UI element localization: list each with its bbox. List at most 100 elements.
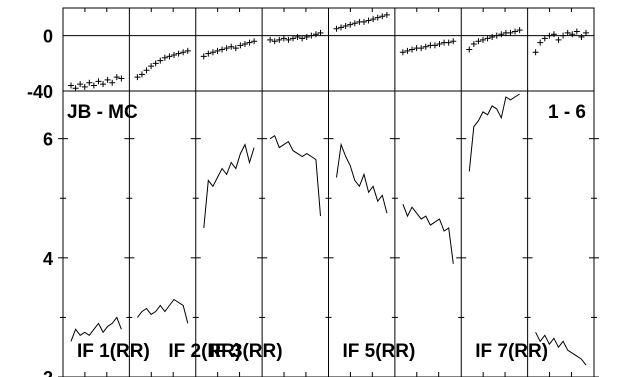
phase-point — [537, 39, 544, 46]
phase-point — [507, 29, 514, 36]
phase-point — [578, 34, 585, 41]
phase-point — [569, 31, 576, 38]
phase-point — [271, 38, 278, 45]
phase-point — [95, 78, 102, 85]
phase-point — [541, 35, 548, 42]
amplitude-line — [203, 143, 255, 229]
amplitude-frame — [62, 90, 595, 377]
amplitude-line — [468, 93, 520, 172]
phase-point — [399, 49, 406, 56]
phase-point — [134, 74, 141, 81]
phase-point — [290, 35, 297, 42]
subband-label: IF 5(RR) — [343, 341, 416, 362]
phase-point — [303, 34, 310, 41]
phase-point — [214, 47, 221, 54]
phase-point — [251, 38, 258, 45]
phase-point — [171, 52, 178, 59]
phase-point — [294, 34, 301, 41]
subband-label: IF 1(RR) — [77, 341, 150, 362]
amplitude-tick-label: 2 — [43, 368, 53, 377]
phase-point — [200, 53, 207, 60]
phase-point — [237, 42, 244, 49]
phase-point — [241, 40, 248, 47]
phase-point — [180, 49, 187, 56]
phase-point — [166, 53, 173, 60]
phase-point — [152, 60, 159, 67]
phase-point — [100, 81, 107, 88]
phase-point — [175, 50, 182, 57]
phase-tick-label: 0 — [43, 27, 53, 47]
phase-point — [347, 21, 354, 28]
phase-point — [219, 46, 226, 53]
phase-point — [422, 43, 429, 50]
amplitude-line — [70, 316, 122, 342]
phase-point — [312, 31, 319, 38]
phase-point — [436, 40, 443, 47]
phase-point — [466, 46, 473, 53]
phase-point — [450, 38, 457, 45]
phase-point — [418, 45, 425, 52]
phase-point — [409, 46, 416, 53]
phase-point — [184, 47, 191, 54]
amplitude-line — [269, 134, 321, 217]
phase-point — [161, 54, 168, 61]
phase-point — [317, 29, 324, 36]
phase-point — [223, 45, 230, 52]
amplitude-line — [336, 142, 388, 214]
amplitude-line — [137, 298, 189, 324]
phase-point — [157, 57, 164, 64]
phase-panel: 0 -40 — [27, 7, 595, 377]
phase-point — [333, 25, 340, 32]
phase-point — [280, 35, 287, 42]
phase-point — [555, 36, 562, 43]
phase-point — [370, 16, 377, 23]
phase-point — [232, 45, 239, 52]
amplitude-panel: 6 4 2 — [43, 90, 599, 377]
phase-point — [351, 20, 358, 27]
phase-point — [493, 32, 500, 39]
phase-point — [86, 79, 93, 86]
phase-point — [498, 31, 505, 38]
phase-point — [475, 38, 482, 45]
phase-point — [431, 42, 438, 49]
phase-point — [379, 13, 386, 20]
subband-label: IF 3(RR) — [210, 341, 283, 362]
phase-point — [68, 82, 74, 89]
phase-point — [90, 82, 97, 89]
phase-point — [205, 50, 212, 57]
phase-point — [404, 47, 411, 54]
phase-point — [113, 74, 120, 81]
phase-point — [489, 34, 496, 41]
phase-point — [109, 79, 116, 86]
phase-point — [77, 81, 84, 88]
phase-point — [484, 35, 491, 42]
phase-point — [342, 22, 349, 29]
phase-point — [338, 24, 345, 31]
phase-point — [383, 11, 390, 18]
amplitude-tick-label: 4 — [43, 249, 53, 269]
phase-point — [148, 63, 155, 70]
panel-labels: IF 1(RR) IF 2(RR)IF 3(RR) IF 5(RR) IF 7(RR)… — [67, 102, 586, 362]
subband-label: IF 7(RR) — [475, 341, 548, 362]
phase-point — [285, 36, 292, 43]
amplitude-line — [402, 204, 454, 264]
phase-point — [276, 36, 283, 43]
phase-point — [299, 35, 306, 42]
phase-point — [365, 17, 372, 24]
phase-point — [479, 36, 486, 43]
phase-point — [246, 39, 253, 46]
phase-point — [546, 32, 553, 39]
phase-point — [308, 32, 315, 39]
phase-point — [138, 71, 145, 78]
phase-point — [564, 29, 571, 36]
phase-point — [512, 28, 519, 35]
phase-point — [583, 29, 589, 36]
phase-point — [104, 76, 111, 83]
phase-point — [445, 39, 452, 46]
subband-label: IF 2(RR) — [168, 341, 241, 362]
phase-point — [118, 75, 125, 82]
scan-label: 1 - 6 — [548, 102, 586, 123]
amplitude-line — [535, 332, 587, 366]
phase-point — [143, 67, 150, 74]
